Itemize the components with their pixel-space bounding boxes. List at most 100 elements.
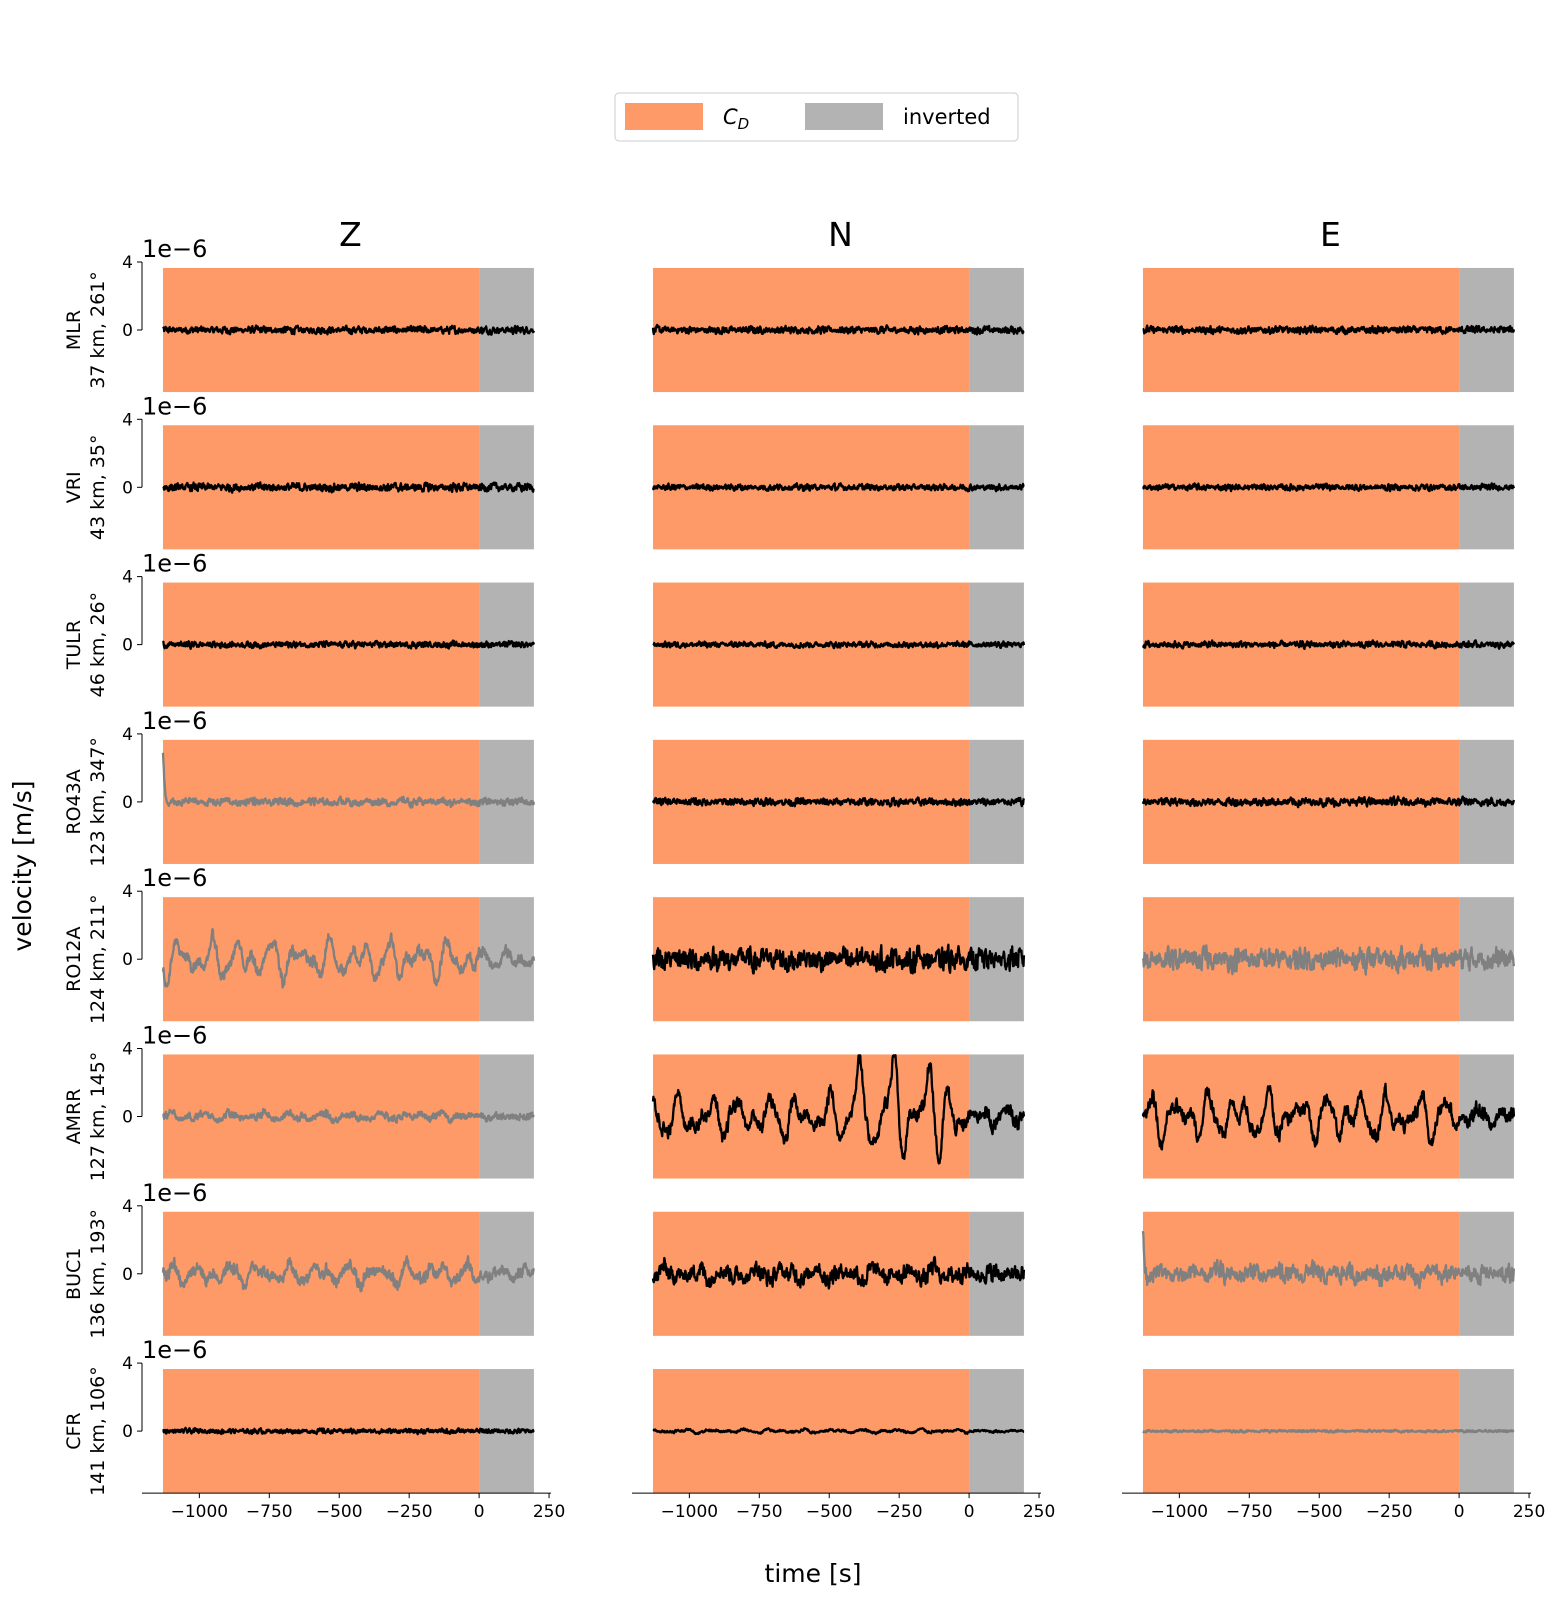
- trace-AMRR-Z: [162, 1107, 535, 1125]
- y-tick-label: 0: [122, 950, 133, 970]
- trace-CFR-Z: [162, 1426, 535, 1436]
- station-distance-azimuth-label: 127 km, 145°: [87, 1052, 109, 1182]
- y-axis-label: velocity [m/s]: [8, 781, 37, 952]
- panel-TULR-E: [1142, 582, 1515, 707]
- x-tick-label: 0: [474, 1502, 485, 1522]
- y-tick-label: 0: [122, 1265, 133, 1285]
- panel-RO43A-Z: 0 4 1e−6: [122, 707, 536, 864]
- x-axis-label: time [s]: [765, 1559, 862, 1588]
- y-offset-text: 1e−6: [142, 392, 207, 420]
- panel-MLR-N: [651, 267, 1025, 393]
- trace-TULR-Z: [162, 639, 536, 650]
- trace-CFR-N: [652, 1427, 1025, 1436]
- trace-MLR-Z: [162, 324, 535, 336]
- panel-RO12A-N: [651, 897, 1026, 1022]
- trace-BUC1-N: [651, 1255, 1026, 1290]
- station-name-label: RO43A: [63, 769, 85, 834]
- legend: CD inverted: [614, 92, 1019, 142]
- x-tick-label: −500: [806, 1502, 853, 1522]
- panel-VRI-E: [1142, 425, 1515, 550]
- y-tick-label: 4: [122, 1354, 133, 1374]
- x-tick-label: −500: [316, 1502, 363, 1522]
- panel-RO43A-N: [651, 739, 1025, 864]
- y-tick-label: 4: [122, 568, 133, 588]
- y-tick-label: 4: [122, 253, 133, 273]
- x-tick-label: 250: [533, 1502, 565, 1522]
- panel-RO12A-E: [1141, 897, 1516, 1022]
- y-tick-label: 0: [122, 636, 133, 656]
- trace-VRI-E: [1142, 482, 1515, 493]
- panel-RO43A-E: [1141, 739, 1516, 864]
- station-name-label: MLR: [63, 310, 85, 350]
- x-tick-label: 0: [964, 1502, 975, 1522]
- panel-BUC1-N: [651, 1211, 1026, 1336]
- component-title-n: N: [828, 215, 853, 254]
- y-offset-text: 1e−6: [142, 1022, 207, 1050]
- y-tick-label: 4: [122, 410, 133, 430]
- y-tick-label: 0: [122, 1108, 133, 1128]
- station-distance-azimuth-label: 37 km, 261°: [87, 271, 109, 389]
- legend-label-cd: CD: [723, 105, 749, 133]
- cd-window: [162, 897, 480, 1022]
- station-distance-azimuth-label: 136 km, 193°: [87, 1209, 109, 1339]
- component-title-z: Z: [339, 215, 362, 254]
- panel-AMRR-E: [1141, 1054, 1516, 1179]
- y-offset-text: 1e−6: [142, 707, 207, 735]
- y-offset-text: 1e−6: [142, 1336, 207, 1364]
- x-tick-label: −1000: [661, 1502, 719, 1522]
- station-name-label: TULR: [63, 620, 85, 670]
- x-tick-label: −750: [736, 1502, 783, 1522]
- panel-VRI-N: [651, 425, 1025, 550]
- station-name-label: VRI: [63, 471, 85, 503]
- station-distance-azimuth-label: 123 km, 347°: [87, 737, 109, 867]
- panel-TULR-Z: 0 4 1e−6: [122, 550, 536, 707]
- x-tick-label: −750: [246, 1502, 293, 1522]
- legend-swatch-cd: [625, 103, 703, 130]
- trace-MLR-N: [651, 323, 1025, 336]
- trace-VRI-Z: [162, 481, 535, 494]
- x-tick-label: 0: [1454, 1502, 1465, 1522]
- trace-BUC1-Z: [161, 1255, 535, 1293]
- panel-VRI-Z: 0 4 1e−6: [122, 392, 535, 550]
- y-tick-label: 0: [122, 478, 133, 498]
- y-offset-text: 1e−6: [142, 864, 207, 892]
- trace-BUC1-E: [1141, 1230, 1516, 1290]
- y-tick-label: 4: [122, 725, 133, 745]
- panel-RO12A-Z: 0 4 1e−6: [122, 864, 536, 1022]
- trace-MLR-E: [1142, 324, 1516, 336]
- trace-TULR-E: [1142, 639, 1515, 651]
- station-name-label: CFR: [63, 1412, 85, 1449]
- x-tick-label: −1000: [171, 1502, 229, 1522]
- panel-TULR-N: [652, 582, 1026, 707]
- trace-RO12A-Z: [161, 927, 536, 989]
- trace-RO12A-E: [1141, 943, 1516, 976]
- trace-VRI-N: [651, 482, 1025, 493]
- x-tick-label: −250: [386, 1502, 433, 1522]
- x-tick-label: −250: [876, 1502, 923, 1522]
- station-distance-azimuth-label: 46 km, 26°: [87, 592, 109, 697]
- panel-MLR-Z: 0 4 1e−6: [122, 235, 535, 393]
- y-tick-label: 4: [122, 882, 133, 902]
- x-tick-label: −1000: [1151, 1502, 1209, 1522]
- panel-AMRR-Z: 0 4 1e−6: [122, 1022, 535, 1179]
- x-tick-label: −500: [1296, 1502, 1343, 1522]
- panel-CFR-N: [652, 1369, 1025, 1494]
- x-tick-label: 250: [1513, 1502, 1545, 1522]
- station-distance-azimuth-label: 124 km, 211°: [87, 894, 109, 1024]
- panel-CFR-Z: 0 4 1e−6: [122, 1336, 535, 1494]
- y-offset-text: 1e−6: [142, 550, 207, 578]
- x-tick-label: −750: [1226, 1502, 1273, 1522]
- x-tick-label: 250: [1023, 1502, 1055, 1522]
- panel-MLR-E: [1142, 267, 1516, 393]
- station-distance-azimuth-label: 141 km, 106°: [87, 1366, 109, 1496]
- legend-swatch-inverted: [805, 103, 883, 130]
- station-distance-azimuth-label: 43 km, 35°: [87, 435, 109, 540]
- y-tick-label: 4: [122, 1197, 133, 1217]
- trace-TULR-N: [652, 640, 1026, 650]
- panel-BUC1-Z: 0 4 1e−6: [122, 1179, 535, 1336]
- trace-RO43A-Z: [161, 752, 536, 809]
- trace-RO43A-E: [1141, 795, 1516, 809]
- trace-RO43A-N: [651, 796, 1025, 808]
- y-tick-label: 0: [122, 321, 133, 341]
